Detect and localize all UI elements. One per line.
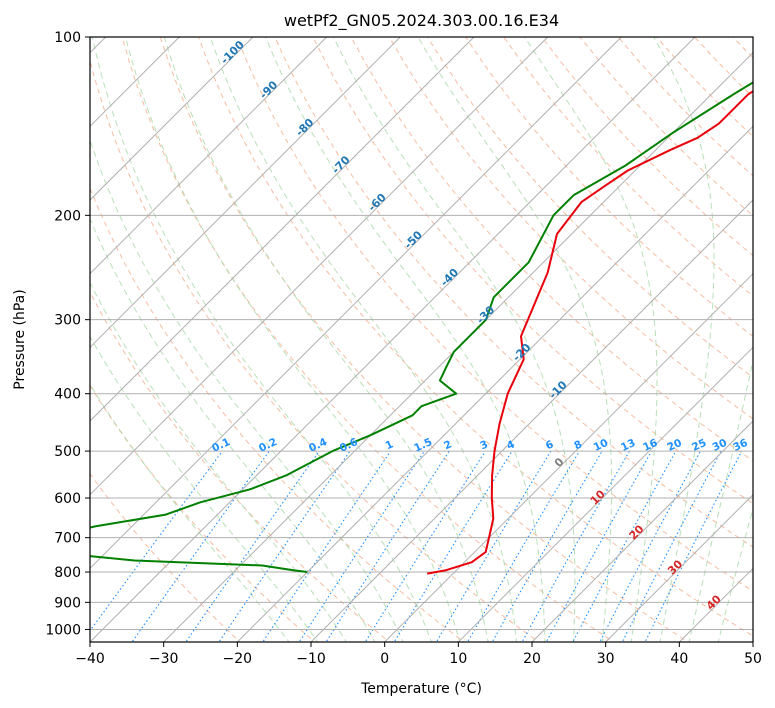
isotherm: [90, 37, 549, 496]
temperature-profile-line: [427, 90, 753, 575]
mixing-ratio-label: 25: [690, 437, 708, 454]
isotherm: [90, 37, 401, 349]
mixing-ratio-line: [621, 450, 722, 642]
x-tick-label: 10: [449, 651, 467, 667]
mixing-ratio-label: 6: [544, 438, 556, 452]
x-axis-label: Temperature (°C): [360, 681, 482, 697]
dry-adiabat: [465, 37, 753, 338]
mixing-ratio-line: [90, 450, 223, 632]
mixing-ratio-line: [599, 450, 701, 642]
isotherm: [90, 37, 696, 642]
dry-adiabat: [90, 384, 316, 642]
mixing-ratio-label: 8: [572, 438, 584, 452]
isotherms: [90, 37, 753, 642]
mixing-ratio-line: [325, 450, 450, 642]
isotherm: [236, 125, 753, 642]
x-tick-label: −40: [75, 651, 105, 667]
dry-adiabat: [90, 59, 540, 642]
mixing-ratio-label: 20: [665, 437, 683, 454]
y-tick-label: 100: [54, 30, 81, 46]
x-tick-label: 0: [380, 651, 389, 667]
isotherm: [531, 420, 753, 642]
x-tick-label: −10: [296, 651, 326, 667]
isotherm: [90, 37, 622, 570]
y-tick-label: 300: [54, 313, 81, 329]
mixing-ratio-line: [393, 450, 513, 642]
isotherm: [384, 272, 753, 642]
y-tick-label: 200: [54, 208, 81, 224]
dry-adiabat: [312, 37, 753, 505]
x-tick-label: 50: [744, 651, 762, 667]
mixing-ratio-label: 30: [711, 437, 729, 454]
dry-adiabat: [90, 186, 465, 642]
mixing-ratio-line: [466, 450, 580, 642]
isotherm: [90, 37, 475, 422]
pressure-gridlines: [90, 37, 753, 630]
x-tick-label: −20: [223, 651, 253, 667]
x-tick-label: −30: [149, 651, 179, 667]
mixing-ratio-label: 16: [641, 437, 659, 454]
x-tick-label: 40: [670, 651, 688, 667]
dry-adiabat: [274, 37, 753, 548]
chart-title: wetPf2_GN05.2024.303.00.16.E34: [284, 11, 559, 31]
profile-lines: [90, 81, 753, 575]
mixing-ratio-label: 4: [505, 438, 517, 452]
isotherm: [605, 493, 753, 642]
y-tick-label: 900: [54, 595, 81, 611]
mixing-ratio-line: [218, 450, 351, 642]
mixing-ratio-line: [298, 450, 425, 642]
mixing-ratio-label: 1: [384, 438, 396, 452]
dry-adiabat: [90, 472, 241, 642]
mixing-ratio-label: 13: [619, 437, 637, 454]
dry-adiabat: [236, 37, 753, 592]
mixing-ratio-line: [262, 450, 392, 642]
y-tick-label: 400: [54, 387, 81, 403]
x-axis: −40 −30 −20 −10 0 10 20 30 40 50: [75, 642, 762, 667]
isotherm: [90, 37, 254, 201]
isotherm: [457, 346, 753, 642]
y-tick-label: 1000: [45, 622, 81, 638]
x-tick-label: 20: [523, 651, 541, 667]
dewpoint-profile-line: [90, 81, 753, 573]
isotherm: [90, 37, 328, 275]
mixing-ratio-label: 10: [592, 437, 610, 454]
moist-adiabat: [90, 217, 376, 642]
y-tick-label: 500: [54, 444, 81, 460]
isotherm: [310, 199, 753, 642]
y-tick-label: 700: [54, 531, 81, 547]
mixing-ratio-line: [131, 450, 270, 642]
x-tick-label: 30: [597, 651, 615, 667]
y-axis: 100 200 300 400 500 600 700 800 900 1000: [45, 30, 90, 638]
y-tick-label: 600: [54, 491, 81, 507]
dry-adiabat: [426, 37, 753, 378]
y-tick-label: 800: [54, 565, 81, 581]
mixing-ratio-line: [572, 450, 677, 642]
mixing-ratio-label: 2: [442, 438, 454, 452]
mixing-ratio-label: 3: [478, 438, 490, 452]
y-axis-label: Pressure (hPa): [12, 289, 28, 389]
plot-frame: [89, 36, 754, 643]
mixing-ratio-label: 36: [731, 437, 749, 454]
dry-adiabat: [198, 37, 753, 637]
